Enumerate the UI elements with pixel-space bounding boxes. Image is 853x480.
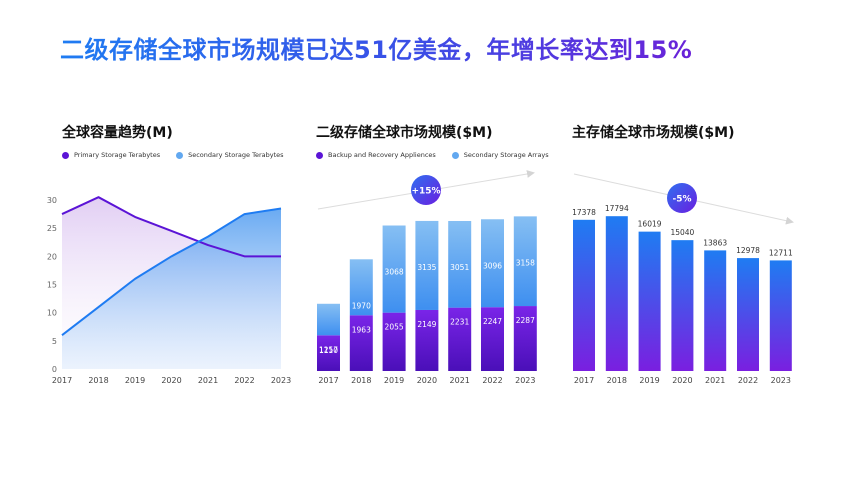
- legend-swatch-arrays: [451, 151, 459, 159]
- bar-primary: [671, 240, 694, 371]
- data-label: 16019: [638, 220, 662, 229]
- bar-arrays: [513, 216, 537, 307]
- x-tick-label: 2023: [271, 376, 291, 385]
- x-tick-label: 2017: [318, 376, 338, 385]
- x-tick-label: 2019: [639, 376, 659, 385]
- series-line-1: [61, 207, 282, 336]
- data-label-backup: 1963: [352, 325, 371, 334]
- data-label-backup: 2055: [385, 323, 404, 332]
- legend-item-primary: Primary Storage Terabytes: [62, 151, 160, 159]
- data-label-backup: 2287: [516, 316, 535, 325]
- bar-primary: [573, 219, 595, 371]
- secondary-market-chart-title: 二级存储全球市场规模($M): [316, 125, 493, 141]
- x-tick-label: 2020: [672, 376, 692, 385]
- legend-label-arrays: Secondary Storage Arrays: [463, 151, 549, 159]
- data-label: 13863: [703, 238, 727, 247]
- y-tick-label: 25: [47, 224, 57, 233]
- capacity-chart-title: 全球容量趋势(M): [62, 125, 173, 141]
- data-label-arrays: 3158: [516, 258, 535, 267]
- primary-market-chart-title: 主存储全球市场规模($M): [572, 125, 735, 141]
- bar-arrays: [349, 259, 373, 316]
- y-tick-label: 10: [47, 309, 57, 318]
- data-label: 12711: [769, 248, 793, 257]
- data-label-backup: 2247: [483, 317, 502, 326]
- y-tick-label: 20: [47, 252, 57, 261]
- growth-badge: [411, 175, 441, 205]
- legend-swatch-secondary: [176, 151, 184, 159]
- x-tick-label: 2022: [738, 376, 758, 385]
- bar-backup: [415, 309, 439, 371]
- bar-arrays: [448, 220, 472, 308]
- data-label: 15040: [670, 228, 694, 237]
- bar-arrays: [415, 220, 439, 310]
- x-tick-label: 2020: [161, 376, 181, 385]
- x-tick-label: 2019: [384, 376, 404, 385]
- area-fill-1: [62, 208, 281, 369]
- x-tick-label: 2018: [88, 376, 108, 385]
- decline-badge: [667, 183, 697, 213]
- x-tick-label: 2017: [574, 376, 594, 385]
- bar-arrays: [481, 219, 504, 308]
- capacity-chart-legend: Primary Storage Terabytes Secondary Stor…: [62, 151, 300, 159]
- page-headline: 二级存储全球市场规模已达51亿美金，年增长率达到15%: [60, 30, 692, 65]
- bar-backup: [317, 335, 340, 371]
- data-label-arrays: 1110: [319, 346, 338, 355]
- data-label-arrays: 1970: [352, 301, 371, 310]
- y-tick-label: 5: [52, 337, 57, 346]
- x-tick-label: 2023: [771, 376, 791, 385]
- decline-badge-label: -5%: [672, 195, 691, 205]
- legend-label-backup: Backup and Recovery Appliences: [328, 151, 436, 159]
- bar-backup: [448, 307, 472, 371]
- series-line-0: [61, 196, 281, 258]
- bar-primary: [769, 260, 792, 371]
- bar-backup: [513, 306, 537, 371]
- x-tick-label: 2021: [450, 376, 470, 385]
- data-label-arrays: 3135: [417, 263, 436, 272]
- bar-backup: [481, 307, 504, 371]
- x-tick-label: 2020: [417, 376, 437, 385]
- x-tick-label: 2019: [125, 376, 145, 385]
- bar-primary: [638, 231, 661, 371]
- x-tick-label: 2021: [705, 376, 725, 385]
- x-tick-label: 2018: [607, 376, 627, 385]
- legend-label-secondary: Secondary Storage Terabytes: [188, 151, 284, 159]
- legend-item-secondary: Secondary Storage Terabytes: [176, 151, 284, 159]
- data-label: 12978: [736, 246, 760, 255]
- data-label: 17378: [572, 208, 596, 217]
- x-tick-label: 2018: [351, 376, 371, 385]
- data-label-backup: 2149: [417, 320, 436, 329]
- bar-primary: [737, 258, 759, 371]
- x-tick-label: 2022: [234, 376, 254, 385]
- legend-item-arrays: Secondary Storage Arrays: [451, 151, 549, 159]
- bar-backup: [382, 312, 406, 371]
- x-tick-label: 2022: [482, 376, 502, 385]
- bar-arrays: [317, 303, 340, 336]
- y-tick-label: 30: [47, 196, 57, 205]
- legend-swatch-backup: [316, 151, 323, 159]
- legend-label-primary: Primary Storage Terabytes: [74, 151, 161, 159]
- x-tick-label: 2017: [52, 376, 72, 385]
- data-label-arrays: 3096: [483, 261, 502, 270]
- data-label-backup: 2231: [450, 318, 469, 327]
- bar-primary: [704, 250, 727, 371]
- data-label: 17794: [605, 204, 629, 213]
- x-tick-label: 2023: [515, 376, 535, 385]
- legend-item-backup: Backup and Recovery Appliences: [316, 151, 436, 159]
- secondary-market-chart-legend: Backup and Recovery Appliences Secondary…: [316, 151, 565, 159]
- y-tick-label: 15: [47, 281, 57, 290]
- bar-arrays: [382, 225, 406, 313]
- data-label-arrays: 3068: [385, 268, 404, 277]
- growth-badge-label: +15%: [411, 187, 440, 197]
- bar-backup: [349, 315, 373, 371]
- bar-primary: [605, 216, 628, 371]
- data-label-backup: 1257: [319, 345, 338, 354]
- x-tick-label: 2021: [198, 376, 218, 385]
- y-tick-label: 0: [52, 365, 57, 374]
- data-label-arrays: 3051: [450, 263, 469, 272]
- legend-swatch-primary: [62, 151, 69, 159]
